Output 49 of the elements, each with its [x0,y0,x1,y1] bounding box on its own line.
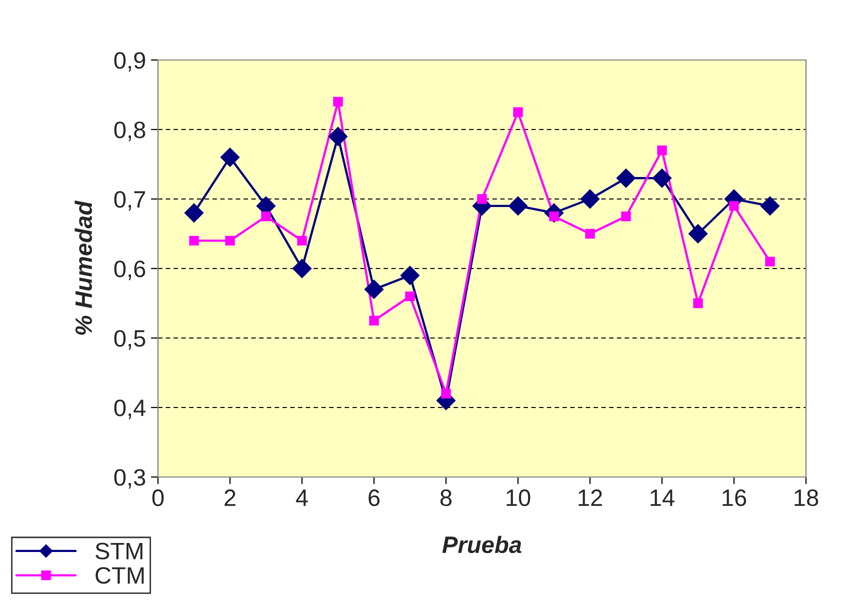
legend-label: CTM [96,567,144,584]
point [333,96,343,107]
x-tick-label: 8 [440,489,452,506]
x-tick-label: 4 [296,490,308,506]
point [513,107,523,117]
point [760,196,780,216]
point [364,280,384,299]
point [621,212,631,222]
point [220,148,240,167]
point [688,224,708,244]
point [189,236,199,246]
point [441,388,451,398]
x-axis-title: Prueba [442,536,522,554]
point [652,168,672,188]
y-tick-label: 0,6 [114,260,146,280]
y-tick-label: 0,8 [114,122,146,142]
point [184,203,204,222]
legend-label: STM [96,542,142,560]
point [369,316,379,326]
y-tick-label: 0,4 [114,400,146,420]
x-tick-label: 2 [224,489,236,506]
point [693,298,703,308]
point [405,291,415,302]
x-tick-label: 0 [152,489,164,506]
y-tick-label: 0,5 [114,330,146,350]
point [225,236,235,246]
x-tick-label: 16 [722,489,746,506]
point [477,194,487,204]
point [580,189,600,209]
x-tick-label: 14 [650,490,674,506]
point [585,228,595,239]
y-tick-label: 0,7 [114,191,146,211]
x-tick-label: 12 [578,489,602,506]
point [261,212,271,222]
point [297,236,307,246]
point [400,266,420,285]
y-tick-label: 0,9 [114,52,146,72]
point [657,145,667,156]
x-tick-label: 6 [368,489,380,506]
point [508,196,528,216]
point [765,256,775,266]
point [729,201,739,211]
point [616,168,636,188]
x-tick-label: 18 [794,489,818,506]
y-tick-label: 0,3 [114,469,146,489]
point [328,126,348,146]
y-axis-title: % Humedad [74,200,92,335]
x-tick-label: 10 [506,489,530,506]
point [292,258,312,278]
